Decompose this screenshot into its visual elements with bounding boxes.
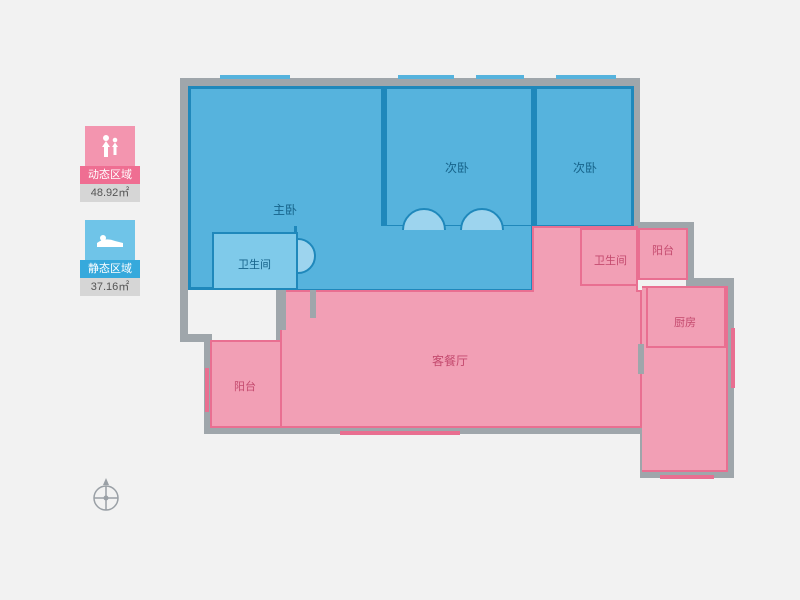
legend-dynamic-title: 动态区域: [80, 166, 140, 184]
inner-wall: [280, 290, 286, 330]
legend-panel: 动态区域 48.92㎡ 静态区域 37.16㎡: [80, 126, 140, 314]
window-mark: [398, 75, 454, 79]
room-label-second1: 次卧: [445, 159, 469, 176]
room-kitchen: 厨房: [646, 286, 726, 348]
window-mark: [731, 328, 735, 388]
room-bath-1: 卫生间: [212, 232, 298, 290]
legend-static: 静态区域 37.16㎡: [80, 220, 140, 296]
outer-wall: [180, 78, 640, 86]
legend-dynamic-value: 48.92㎡: [80, 184, 140, 202]
inner-wall: [638, 344, 644, 374]
outer-wall: [180, 334, 212, 342]
people-icon: [95, 133, 125, 159]
room-label-living: 客餐厅: [432, 352, 468, 369]
window-mark: [220, 75, 290, 79]
room-label-bath1: 卫生间: [238, 256, 271, 272]
room-balcony-1: 阳台: [638, 228, 688, 280]
room-second-bed-2: 次卧: [534, 86, 634, 228]
window-mark: [340, 431, 460, 435]
window-mark: [556, 75, 616, 79]
room-living: 客餐厅: [280, 290, 642, 428]
room-label-master: 主卧: [273, 201, 297, 218]
room-label-balcony1: 阳台: [652, 242, 674, 258]
room-bath-2: 卫生间: [580, 228, 638, 286]
room-second-bed-1: 次卧: [384, 86, 534, 228]
window-mark: [660, 475, 714, 479]
room-label-bath2: 卫生间: [594, 252, 627, 268]
floorplan: 主卧 次卧 次卧 卫生间 客餐厅 阳台 卫生间 阳台 厨房: [180, 78, 734, 478]
room-label-second2: 次卧: [573, 159, 597, 176]
room-label-kitchen: 厨房: [674, 314, 696, 330]
room-balcony-2: 阳台: [210, 340, 282, 428]
window-mark: [476, 75, 524, 79]
legend-dynamic: 动态区域 48.92㎡: [80, 126, 140, 202]
legend-static-icon: [85, 220, 135, 260]
compass-icon: [86, 476, 126, 516]
outer-wall: [180, 78, 188, 298]
room-static-hall: [294, 226, 534, 292]
window-mark: [205, 368, 209, 412]
sleep-icon: [93, 229, 127, 251]
legend-static-value: 37.16㎡: [80, 278, 140, 296]
inner-wall: [310, 290, 316, 318]
legend-dynamic-icon: [85, 126, 135, 166]
room-label-balcony2: 阳台: [234, 378, 256, 394]
legend-static-title: 静态区域: [80, 260, 140, 278]
